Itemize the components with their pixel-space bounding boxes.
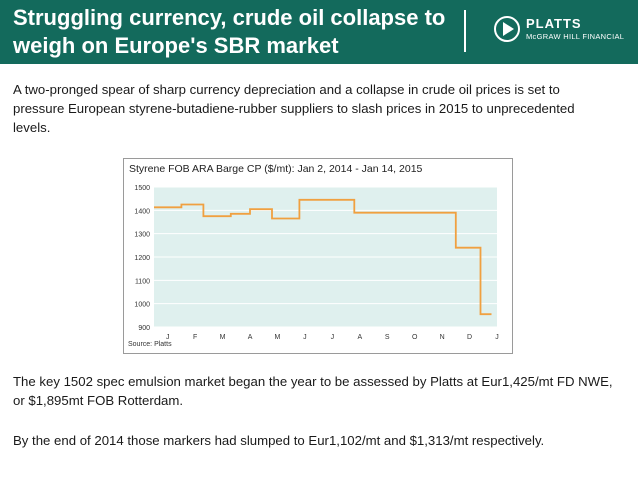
y-tick-label: 1100 bbox=[135, 278, 150, 285]
series-line bbox=[154, 198, 492, 316]
year-end-paragraph: By the end of 2014 those markers had slu… bbox=[13, 433, 545, 448]
x-tick-label: N bbox=[440, 334, 445, 341]
x-tick-label: J bbox=[495, 334, 499, 341]
chart-source: Source: Platts bbox=[128, 341, 172, 348]
y-tick-label: 1000 bbox=[134, 302, 150, 309]
x-tick-label: A bbox=[357, 334, 362, 341]
x-tick-label: J bbox=[331, 334, 335, 341]
market-paragraph: The key 1502 spec emulsion market began … bbox=[13, 374, 613, 408]
y-tick-label: 1400 bbox=[134, 208, 150, 215]
price-chart: Styrene FOB ARA Barge CP ($/mt): Jan 2, … bbox=[123, 158, 513, 354]
platts-logo-icon bbox=[494, 16, 520, 42]
intro-paragraph: A two-pronged spear of sharp currency de… bbox=[13, 82, 575, 135]
x-tick-label: J bbox=[166, 334, 170, 341]
logo-name: PLATTS bbox=[526, 16, 582, 31]
x-tick-label: M bbox=[275, 334, 281, 341]
page-title: Struggling currency, crude oil collapse … bbox=[13, 5, 446, 58]
y-tick-label: 1200 bbox=[134, 255, 150, 262]
y-tick-label: 1500 bbox=[134, 185, 150, 192]
logo-subtitle: McGRAW HILL FINANCIAL bbox=[526, 32, 625, 41]
x-tick-label: M bbox=[220, 334, 226, 341]
x-tick-label: S bbox=[385, 334, 390, 341]
x-tick-label: A bbox=[248, 334, 253, 341]
x-tick-label: D bbox=[467, 334, 472, 341]
chart-title: Styrene FOB ARA Barge CP ($/mt): Jan 2, … bbox=[129, 163, 423, 175]
x-tick-label: F bbox=[193, 334, 197, 341]
header-divider bbox=[464, 10, 466, 52]
platts-logo: PLATTS McGRAW HILL FINANCIAL bbox=[494, 14, 624, 46]
y-tick-label: 900 bbox=[138, 325, 150, 332]
header-banner: Struggling currency, crude oil collapse … bbox=[0, 0, 638, 64]
chart-plot: 900 1000 1100 1200 1300 1400 1500 J F M A M J J A S O N D J bbox=[134, 185, 499, 341]
y-tick-label: 1300 bbox=[134, 232, 150, 239]
x-tick-label: O bbox=[412, 334, 418, 341]
x-tick-label: J bbox=[303, 334, 307, 341]
